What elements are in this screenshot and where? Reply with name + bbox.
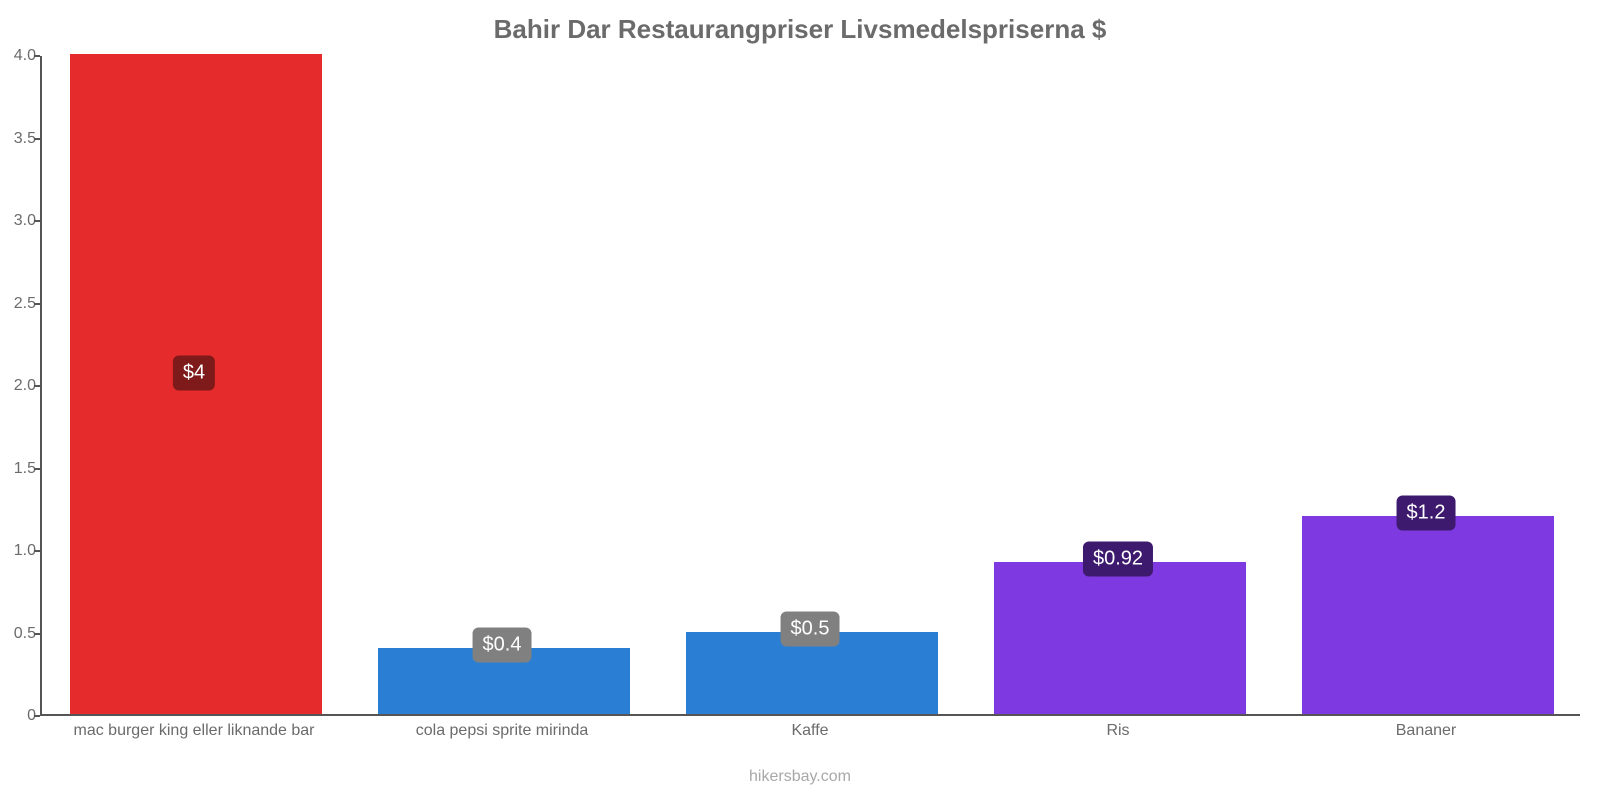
y-tick-label: 4.0 [0,47,36,65]
y-tick-mark [34,715,40,717]
y-tick-mark [34,55,40,57]
x-axis-label: Kaffe [791,722,828,740]
y-tick-mark [34,385,40,387]
y-tick-mark [34,303,40,305]
y-tick-mark [34,220,40,222]
bar [1302,516,1555,714]
x-axis-label: Bananer [1396,722,1457,740]
y-tick-mark [34,550,40,552]
price-bar-chart: Bahir Dar Restaurangpriser Livsmedelspri… [0,0,1600,800]
value-badge: $1.2 [1397,496,1456,531]
chart-credit: hikersbay.com [0,768,1600,786]
chart-title: Bahir Dar Restaurangpriser Livsmedelspri… [0,14,1600,45]
value-badge: $0.5 [781,611,840,646]
y-tick-label: 3.0 [0,212,36,230]
y-tick-mark [34,468,40,470]
value-badge: $0.4 [473,628,532,663]
y-tick-label: 3.5 [0,130,36,148]
bar [994,562,1247,714]
y-tick-label: 1.0 [0,542,36,560]
value-badge: $0.92 [1083,542,1153,577]
y-tick-label: 0.5 [0,625,36,643]
y-tick-label: 0 [0,707,36,725]
x-axis: mac burger king eller liknande bar cola p… [40,716,1580,756]
x-axis-label: mac burger king eller liknande bar [73,722,314,740]
x-axis-label: Ris [1106,722,1129,740]
y-tick-mark [34,138,40,140]
y-tick-label: 2.5 [0,295,36,313]
y-tick-label: 1.5 [0,460,36,478]
x-axis-label: cola pepsi sprite mirinda [416,722,589,740]
y-tick-mark [34,633,40,635]
value-badge: $4 [173,355,215,390]
y-tick-label: 2.0 [0,377,36,395]
